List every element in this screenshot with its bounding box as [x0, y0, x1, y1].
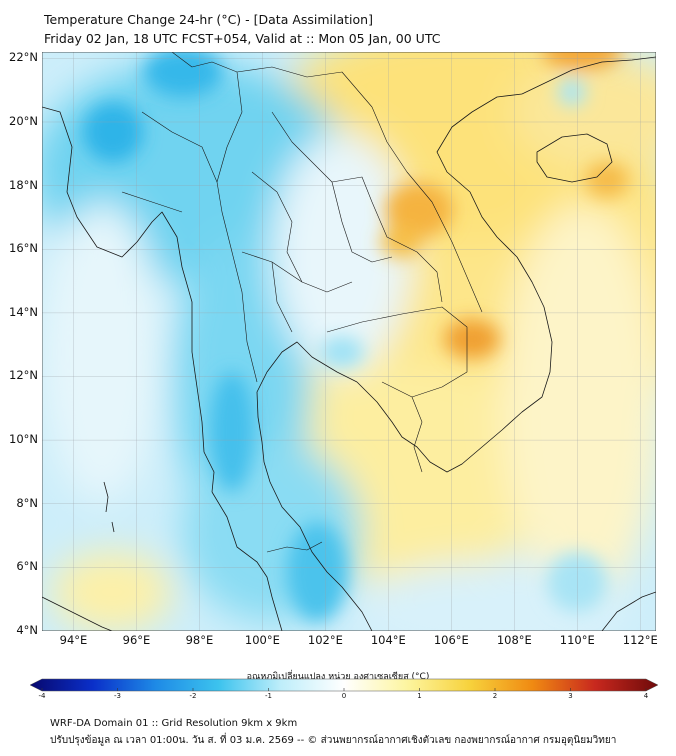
field-anomalies — [83, 52, 629, 622]
longitude-label: 102°E — [307, 633, 343, 647]
colorbar-tick-label: 4 — [643, 692, 649, 700]
longitude-label: 108°E — [496, 633, 532, 647]
border-malaysia — [266, 541, 323, 553]
latitude-label: 12°N — [9, 368, 38, 383]
coastlines-borders — [42, 56, 656, 631]
coastline-china-south — [521, 56, 656, 95]
colorbar-tick-label: 1 — [417, 692, 422, 700]
colorbar-tick-label: -2 — [189, 692, 197, 700]
border-china-myanmar — [171, 52, 373, 108]
colorbar-title: อุณหภูมิเปลี่ยนแปลง หน่วย องศาเซลเซียส (… — [246, 672, 430, 682]
latitude-label: 10°N — [9, 432, 38, 447]
coastline-myanmar-west — [42, 106, 215, 493]
longitude-label: 112°E — [622, 633, 658, 647]
title-line-1: Temperature Change 24-hr (°C) - [Data As… — [44, 12, 373, 27]
field-blobs — [42, 52, 656, 631]
longitude-label: 98°E — [185, 633, 214, 647]
title-line-2: Friday 02 Jan, 18 UTC FCST+054, Valid at… — [44, 31, 441, 46]
coastline-peninsula-west — [211, 491, 283, 631]
latitude-label: 20°N — [9, 113, 38, 128]
coastline-andaman — [103, 481, 115, 533]
longitude-label: 96°E — [122, 633, 151, 647]
latitude-label: 22°N — [9, 50, 38, 65]
border-laos-vietnam — [371, 106, 483, 313]
island-borneo-tip — [601, 591, 656, 631]
border-thailand-laos — [271, 111, 443, 303]
graticule — [42, 52, 656, 631]
longitude-label: 94°E — [59, 633, 88, 647]
border-thailand-myanmar — [216, 71, 258, 383]
island-hainan — [536, 133, 613, 183]
colorbar — [30, 678, 658, 692]
latitude-label: 18°N — [9, 177, 38, 192]
inner-border-2 — [241, 251, 303, 333]
province-borders — [121, 52, 483, 553]
inner-border-4 — [121, 111, 218, 213]
inner-border-1 — [251, 171, 353, 293]
coastline-gulf-cambodia-vietnam — [356, 93, 553, 473]
colorbar-tick-label: 2 — [492, 692, 498, 700]
longitude-label: 106°E — [433, 633, 469, 647]
border-cambodia — [326, 306, 468, 398]
longitude-label: 110°E — [559, 633, 595, 647]
colorbar-tick-label: -3 — [114, 692, 121, 700]
coastline-peninsula-east — [256, 341, 373, 631]
footer-update-info: ปรับปรุงข้อมูล ณ เวลา 01:00น. วัน ส. ที่… — [50, 735, 617, 746]
map-panel — [41, 51, 657, 632]
latitude-label: 16°N — [9, 241, 38, 256]
coastline-sumatra — [42, 596, 113, 631]
colorbar-ticks — [41, 688, 647, 691]
colorbar-tick-label: -4 — [38, 692, 46, 700]
colorbar-tick-label: -1 — [265, 692, 272, 700]
colorbar-tick-label: 3 — [568, 692, 573, 700]
latitude-label: 8°N — [16, 495, 38, 510]
border-mekong-delta — [411, 396, 423, 473]
latitude-label: 6°N — [16, 559, 38, 574]
longitude-label: 104°E — [370, 633, 406, 647]
latitude-label: 4°N — [16, 623, 38, 637]
longitude-label: 100°E — [244, 633, 280, 647]
temperature-change-map — [41, 51, 657, 632]
footer-model-info: WRF-DA Domain 01 :: Grid Resolution 9km … — [50, 718, 298, 729]
inner-border-3 — [331, 181, 393, 263]
colorbar-tick-label: 0 — [341, 692, 347, 700]
latitude-label: 14°N — [9, 304, 38, 319]
